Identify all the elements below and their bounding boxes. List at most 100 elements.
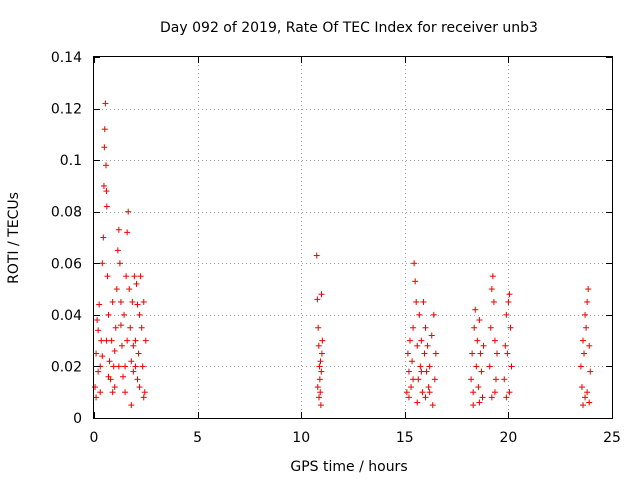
data-point [487, 324, 494, 331]
data-point [103, 162, 110, 169]
data-point [318, 368, 325, 375]
data-point [95, 368, 102, 375]
y-axis-title: ROTI / TECUs [6, 192, 22, 284]
data-point [100, 234, 107, 241]
data-point [117, 322, 124, 329]
data-point [128, 358, 135, 365]
data-point [406, 337, 413, 344]
data-point [476, 317, 483, 324]
data-point [124, 229, 131, 236]
data-point [412, 278, 419, 285]
data-point [409, 358, 416, 365]
data-point [101, 144, 108, 151]
x-axis-title: GPS time / hours [290, 459, 407, 475]
x-tick-label: 15 [396, 430, 414, 446]
data-point [428, 332, 435, 339]
x-tick-labels: 0 5 10 15 20 25 [90, 430, 621, 446]
data-point [416, 311, 423, 318]
data-point [93, 394, 100, 401]
data-point [129, 298, 136, 305]
data-point [96, 301, 103, 308]
data-point [586, 342, 593, 349]
data-point [140, 394, 147, 401]
data-point [492, 376, 499, 383]
data-point [410, 324, 417, 331]
x-tick-label: 5 [193, 430, 202, 446]
data-point [476, 399, 483, 406]
data-point [475, 384, 482, 391]
data-point [405, 394, 412, 401]
data-point [126, 286, 133, 293]
data-point [103, 203, 110, 210]
data-point [97, 389, 104, 396]
data-point [419, 389, 426, 396]
x-tick-label: 20 [499, 430, 517, 446]
data-point [577, 363, 584, 370]
data-point [134, 376, 141, 383]
y-tick-labels: 0 0.02 0.04 0.06 0.08 0.1 0.12 0.14 [51, 50, 82, 427]
data-point [505, 298, 512, 305]
data-point [408, 384, 415, 391]
data-point [422, 394, 429, 401]
data-point [122, 363, 129, 370]
data-point [318, 350, 325, 357]
data-point [318, 291, 325, 298]
data-point [316, 376, 323, 383]
data-point [418, 368, 425, 375]
data-point [431, 376, 438, 383]
data-point [113, 286, 120, 293]
data-point [135, 350, 142, 357]
data-point [418, 337, 425, 344]
data-point [478, 368, 485, 375]
data-point [115, 363, 122, 370]
data-point [584, 389, 591, 396]
data-point [121, 311, 128, 318]
data-point [130, 368, 137, 375]
data-point [410, 376, 417, 383]
data-point [422, 324, 429, 331]
data-point [494, 350, 501, 357]
data-points [92, 100, 594, 409]
data-point [130, 342, 137, 349]
data-point [469, 350, 476, 357]
data-point [417, 363, 424, 370]
data-point [106, 358, 113, 365]
data-point [127, 324, 134, 331]
y-tick-label: 0.12 [51, 102, 82, 118]
data-point [424, 342, 431, 349]
data-point [317, 358, 324, 365]
data-point [491, 389, 498, 396]
data-point [142, 337, 149, 344]
data-point [429, 402, 436, 409]
data-point [314, 384, 321, 391]
data-point [432, 350, 439, 357]
data-point [140, 298, 147, 305]
data-point [490, 298, 497, 305]
data-point [491, 337, 498, 344]
data-point [414, 342, 421, 349]
data-point [468, 376, 475, 383]
data-point [132, 337, 139, 344]
data-point [584, 298, 591, 305]
data-point [507, 324, 514, 331]
data-point [471, 324, 478, 331]
data-point [426, 363, 433, 370]
data-point [578, 384, 585, 391]
data-point [480, 342, 487, 349]
data-point [316, 394, 323, 401]
data-point [109, 389, 116, 396]
data-point [316, 363, 323, 370]
data-point [123, 273, 130, 280]
data-point [423, 368, 430, 375]
data-point [501, 376, 508, 383]
data-point [508, 363, 515, 370]
data-point [489, 273, 496, 280]
chart-title: Day 092 of 2019, Rate Of TEC Index for r… [160, 20, 538, 36]
data-point [486, 363, 493, 370]
data-point [313, 252, 320, 259]
data-point [99, 353, 106, 360]
data-point [134, 301, 141, 308]
data-point [587, 368, 594, 375]
data-point [504, 350, 511, 357]
data-point [136, 311, 143, 318]
